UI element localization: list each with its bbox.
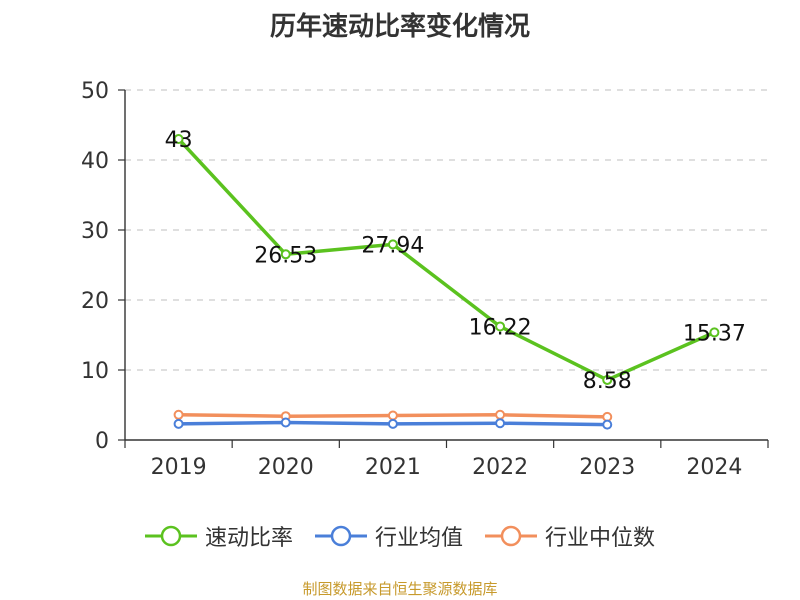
data-point [602, 419, 613, 430]
x-tick-label: 2020 [258, 455, 314, 480]
legend-item-1[interactable]: 速动比率 [144, 520, 293, 552]
y-tick-label: 40 [81, 149, 109, 174]
chart-title: 历年速动比率变化情况 [269, 12, 530, 42]
data-point [173, 409, 184, 420]
data-point [709, 327, 720, 338]
data-point [495, 418, 506, 429]
data-point [495, 409, 506, 420]
data-label: 26.53 [254, 243, 317, 268]
y-tick-label: 50 [81, 79, 109, 104]
y-tick-label: 30 [81, 219, 109, 244]
source-note: 制图数据来自恒生聚源数据库 [302, 580, 498, 598]
y-tick-label: 10 [81, 359, 109, 384]
series-3 [173, 409, 613, 422]
legend-marker [160, 525, 182, 547]
chart-legend: 速动比率 行业均值 行业中位数 [0, 520, 800, 552]
data-point [280, 417, 291, 428]
legend-item-3[interactable]: 行业中位数 [485, 520, 655, 552]
data-point [173, 418, 184, 429]
series-2 [173, 417, 613, 430]
legend-marker [330, 525, 352, 547]
legend-item-2[interactable]: 行业均值 [314, 520, 463, 552]
data-label: 43 [165, 128, 193, 153]
series-line [177, 137, 716, 382]
legend-label: 行业均值 [374, 526, 463, 551]
data-point [387, 239, 398, 250]
data-point [387, 410, 398, 421]
series-1: 43 26.53 27.94 16.22 8.58 15.37 [165, 128, 746, 394]
data-point [602, 374, 613, 385]
y-tick-label: 20 [81, 289, 109, 314]
x-tick-label: 2019 [151, 455, 207, 480]
data-point [280, 249, 291, 260]
x-tick-label: 2022 [472, 455, 528, 480]
x-tick-label: 2023 [579, 455, 635, 480]
data-label: 15.37 [683, 321, 746, 346]
data-label: 16.22 [469, 315, 532, 340]
y-tick-label: 0 [95, 429, 109, 454]
x-tick-label: 2024 [686, 455, 742, 480]
legend-line-circle-icon [144, 525, 197, 547]
data-point [495, 321, 506, 332]
legend-line-circle-icon [485, 525, 537, 547]
data-point [387, 418, 398, 429]
legend-marker [500, 525, 522, 547]
legend-label: 行业中位数 [545, 526, 656, 551]
legend-label: 速动比率 [204, 526, 293, 551]
legend-line-circle-icon [314, 525, 367, 547]
data-point [173, 134, 184, 144]
data-label: 8.58 [583, 369, 632, 394]
x-tick-label: 2021 [365, 455, 421, 480]
data-label: 27.94 [361, 233, 424, 258]
